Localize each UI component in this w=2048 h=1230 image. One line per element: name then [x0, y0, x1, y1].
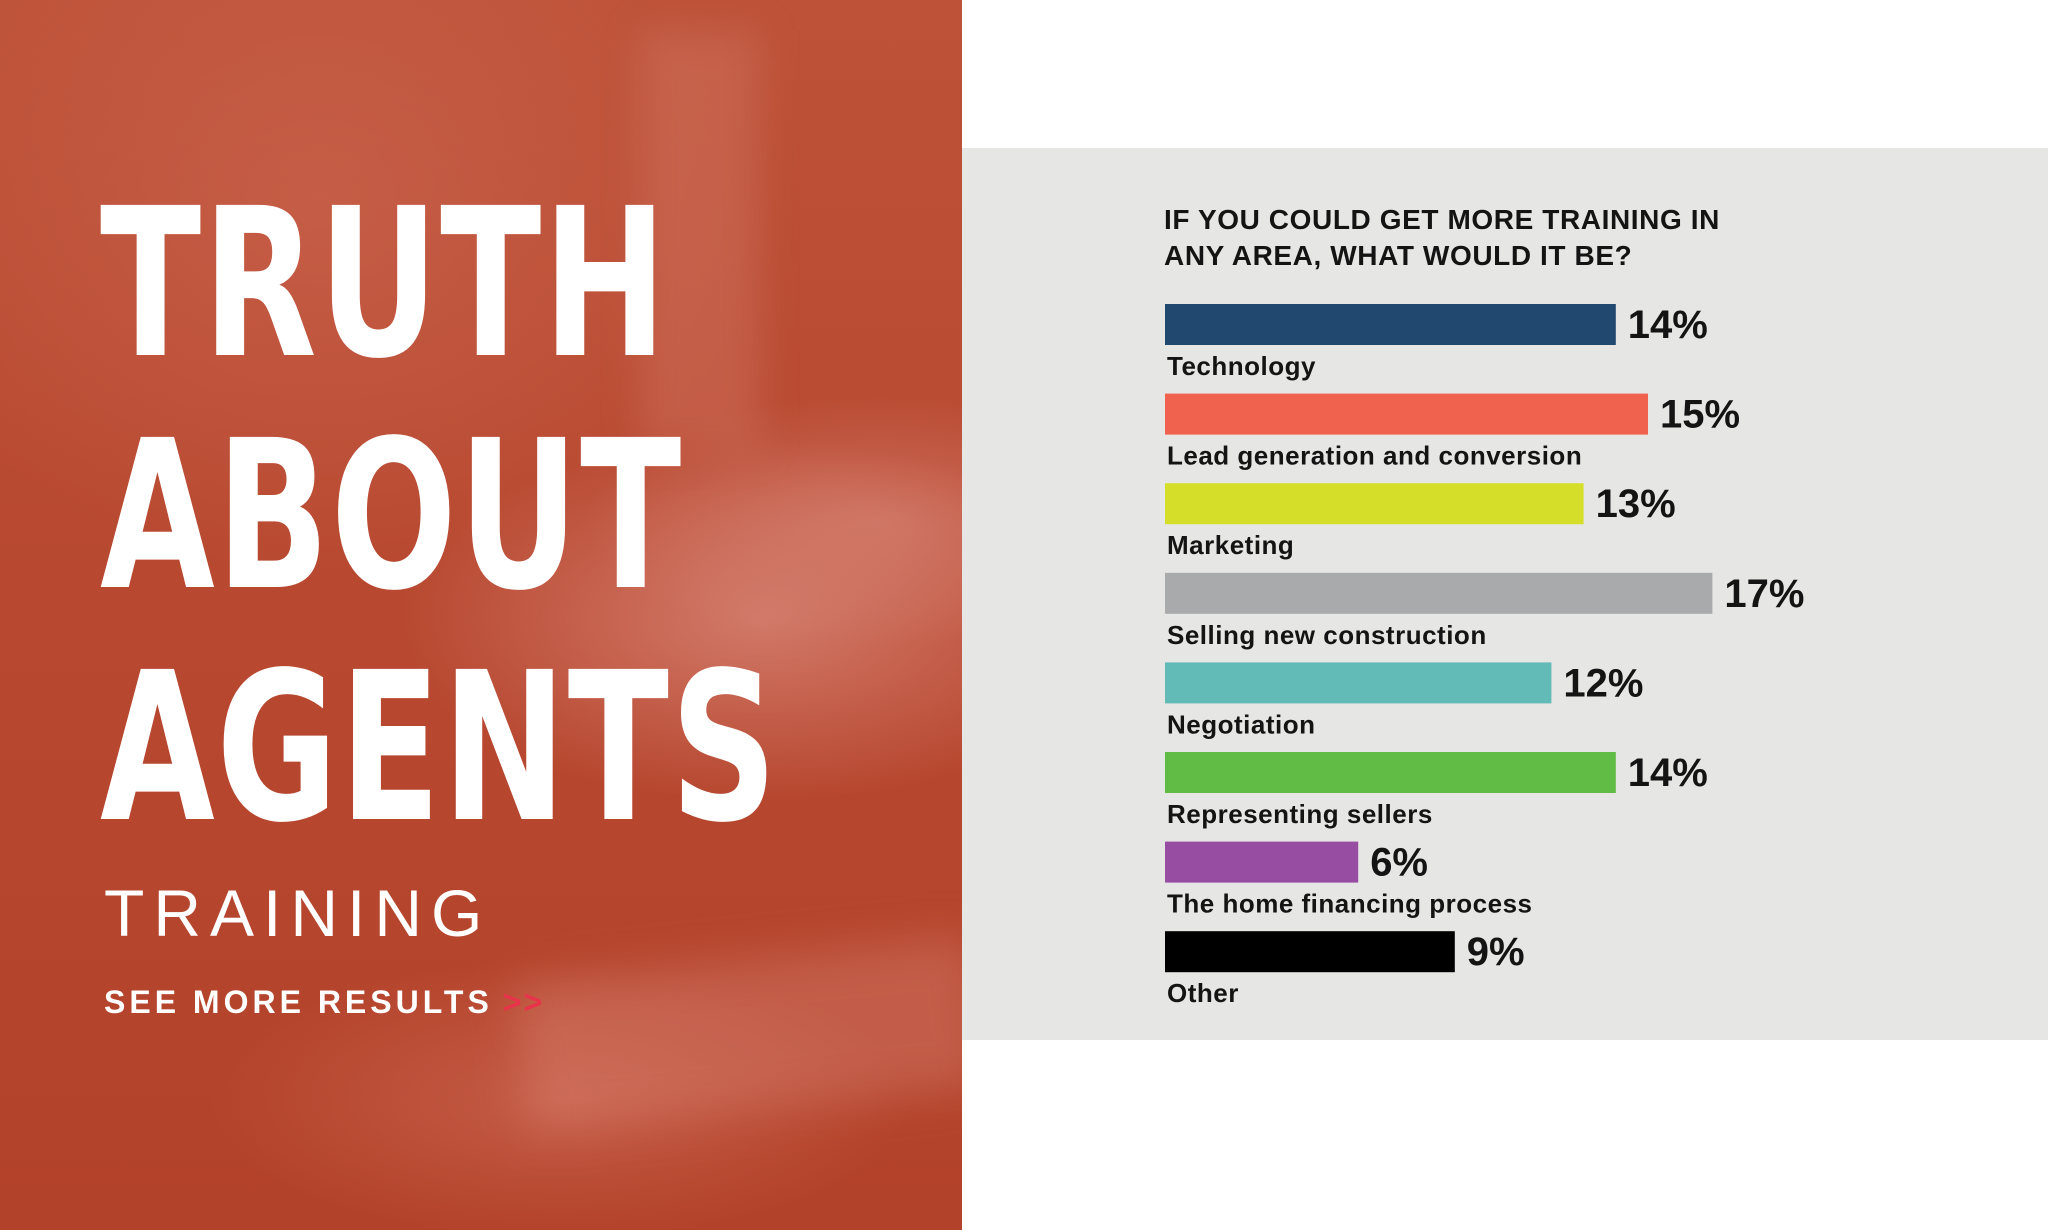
hero-title-line: TRUTH — [100, 164, 669, 404]
hero-title: TRUTH ABOUT AGENTS — [100, 168, 779, 864]
bar-value-label: 14% — [1628, 751, 1708, 795]
double-chevron-right-icon: >> — [502, 984, 545, 1020]
see-more-results-label: SEE MORE RESULTS — [104, 984, 493, 1020]
bar — [1165, 841, 1359, 883]
bar — [1165, 662, 1552, 704]
bar-chart: 14% Technology 15% Lead generation and conv… — [1165, 303, 1804, 1008]
bar — [1165, 483, 1584, 525]
chart-title: IF YOU COULD GET MORE TRAINING IN ANY AR… — [1164, 202, 1924, 274]
bar-category-label: Representing sellers — [1167, 799, 1433, 829]
bar-value-label: 15% — [1660, 393, 1740, 437]
bar-value-label: 9% — [1467, 930, 1525, 974]
bar-category-label: Marketing — [1167, 530, 1294, 560]
bar-value-label: 12% — [1563, 661, 1643, 705]
bar-category-label: Technology — [1167, 351, 1316, 381]
bar-category-label: Lead generation and conversion — [1167, 441, 1582, 471]
see-more-results-link[interactable]: SEE MORE RESULTS >> — [104, 984, 544, 1020]
bar-category-label: The home financing process — [1167, 889, 1533, 919]
chart-title-line: ANY AREA, WHAT WOULD IT BE? — [1164, 240, 1633, 271]
bar — [1165, 752, 1616, 793]
bar — [1165, 393, 1648, 435]
bar — [1165, 572, 1713, 614]
hero-subtitle: TRAINING — [104, 876, 492, 950]
bar-category-label: Other — [1167, 978, 1239, 1008]
chart-title-line: IF YOU COULD GET MORE TRAINING IN — [1164, 204, 1720, 235]
hero-panel: TRUTH ABOUT AGENTS TRAINING SEE MORE RES… — [0, 0, 962, 1230]
bar-value-label: 13% — [1596, 482, 1676, 526]
bar — [1165, 931, 1455, 973]
bar-value-label: 17% — [1724, 572, 1804, 616]
bar-value-label: 6% — [1370, 841, 1428, 885]
bar-value-label: 14% — [1628, 303, 1708, 347]
bar — [1165, 304, 1616, 345]
bar-category-label: Selling new construction — [1167, 620, 1487, 650]
hero-title-line: AGENTS — [100, 628, 779, 868]
hero-title-line: ABOUT — [100, 396, 683, 636]
hero-background-highlight — [640, 30, 760, 450]
chart-panel: IF YOU COULD GET MORE TRAINING IN ANY AR… — [962, 148, 2048, 1040]
bar-category-label: Negotiation — [1167, 709, 1316, 739]
hero-background-photo — [0, 0, 962, 1230]
